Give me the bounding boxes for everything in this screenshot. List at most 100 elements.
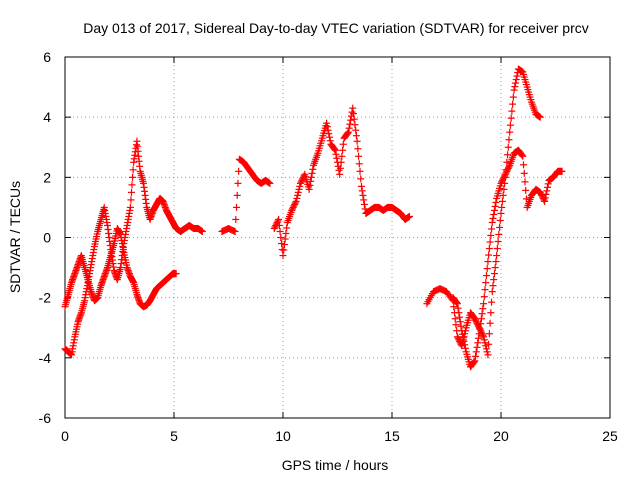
data-point: [453, 299, 461, 307]
data-point: [454, 304, 462, 312]
data-point: [478, 310, 486, 318]
data-point: [405, 212, 413, 220]
tick-labels: 0 5 10 15 20 25 -6 -4 -2 0 2 4 6: [39, 49, 618, 444]
data-point: [472, 348, 480, 356]
x-tick-label: 5: [170, 428, 178, 444]
data-point: [456, 318, 464, 326]
data-point: [354, 145, 362, 153]
data-point: [473, 343, 481, 351]
data-point: [324, 126, 332, 134]
data-point: [344, 129, 352, 137]
data-point: [353, 137, 361, 145]
data-point: [480, 336, 488, 344]
data-point: [474, 339, 482, 347]
data-point: [296, 182, 304, 190]
data-point: [491, 202, 499, 210]
data-point: [501, 170, 509, 178]
x-tick-label: 15: [384, 428, 400, 444]
data-point: [356, 167, 364, 175]
data-point: [492, 258, 500, 266]
data-point: [281, 235, 289, 243]
data-point: [290, 202, 298, 210]
data-point: [490, 270, 498, 278]
data-point: [270, 224, 278, 232]
data-point: [129, 166, 137, 174]
data-point: [235, 167, 243, 175]
data-point: [504, 164, 512, 172]
data-point: [232, 215, 240, 223]
data-point: [337, 158, 345, 166]
x-tick-label: 20: [493, 428, 509, 444]
data-point: [490, 276, 498, 284]
data-point: [541, 197, 549, 205]
data-point: [294, 191, 302, 199]
data-point: [471, 357, 479, 365]
data-point: [472, 316, 480, 324]
data-point: [542, 190, 550, 198]
data-point: [126, 203, 134, 211]
y-axis-label: SDTVAR / TECUs: [7, 181, 23, 293]
data-point: [519, 152, 527, 160]
data-point: [506, 121, 514, 129]
data-point: [349, 110, 357, 118]
data-point: [488, 298, 496, 306]
data-point: [502, 169, 510, 177]
data-point: [483, 265, 491, 273]
data-point: [276, 227, 284, 235]
data-point: [508, 107, 516, 115]
data-point: [483, 348, 491, 356]
data-point: [490, 210, 498, 218]
data-point: [452, 321, 460, 329]
data-point: [280, 241, 288, 249]
data-point: [326, 137, 334, 145]
data-point: [488, 225, 496, 233]
data-point: [307, 177, 315, 185]
data-point: [479, 305, 487, 313]
data-point: [298, 176, 306, 184]
data-point: [541, 194, 549, 202]
data-point: [543, 187, 551, 195]
data-point: [493, 252, 501, 260]
data-point: [479, 331, 487, 339]
data-point: [359, 191, 367, 199]
data-point: [500, 173, 508, 181]
data-point: [456, 313, 464, 321]
data-point: [127, 188, 135, 196]
data-point: [333, 154, 341, 162]
y-tick-label: 6: [43, 49, 51, 65]
data-point: [482, 279, 490, 287]
data-point: [451, 315, 459, 323]
data-point: [453, 300, 461, 308]
data-point: [503, 167, 511, 175]
data-point: [513, 72, 521, 80]
data-point: [501, 172, 509, 180]
data-point: [349, 104, 357, 112]
data-point: [506, 128, 514, 136]
data-point: [485, 330, 493, 338]
data-point: [352, 132, 360, 140]
data-point: [486, 238, 494, 246]
y-tick-label: -4: [39, 350, 52, 366]
data-point: [289, 203, 297, 211]
data-point: [475, 324, 483, 332]
data-point: [332, 150, 340, 158]
data-point: [455, 309, 463, 317]
data-point: [288, 205, 296, 213]
data-point: [279, 252, 287, 260]
data-point: [536, 188, 544, 196]
data-point: [504, 166, 512, 174]
data-point: [460, 337, 468, 345]
data-points: [61, 65, 566, 371]
data-point: [485, 245, 493, 253]
data-point: [538, 191, 546, 199]
data-point: [306, 181, 314, 189]
x-tick-label: 0: [61, 428, 69, 444]
data-point: [350, 115, 358, 123]
data-point: [461, 341, 469, 349]
data-point: [487, 309, 495, 317]
data-point: [493, 245, 501, 253]
data-point: [480, 300, 488, 308]
data-point: [450, 303, 458, 311]
data-point: [497, 209, 505, 217]
data-point: [291, 199, 299, 207]
